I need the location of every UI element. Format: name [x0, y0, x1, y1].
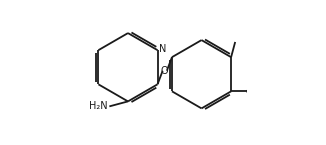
Text: N: N	[159, 45, 167, 55]
Text: H₂N: H₂N	[89, 101, 107, 111]
Text: O: O	[161, 66, 169, 76]
